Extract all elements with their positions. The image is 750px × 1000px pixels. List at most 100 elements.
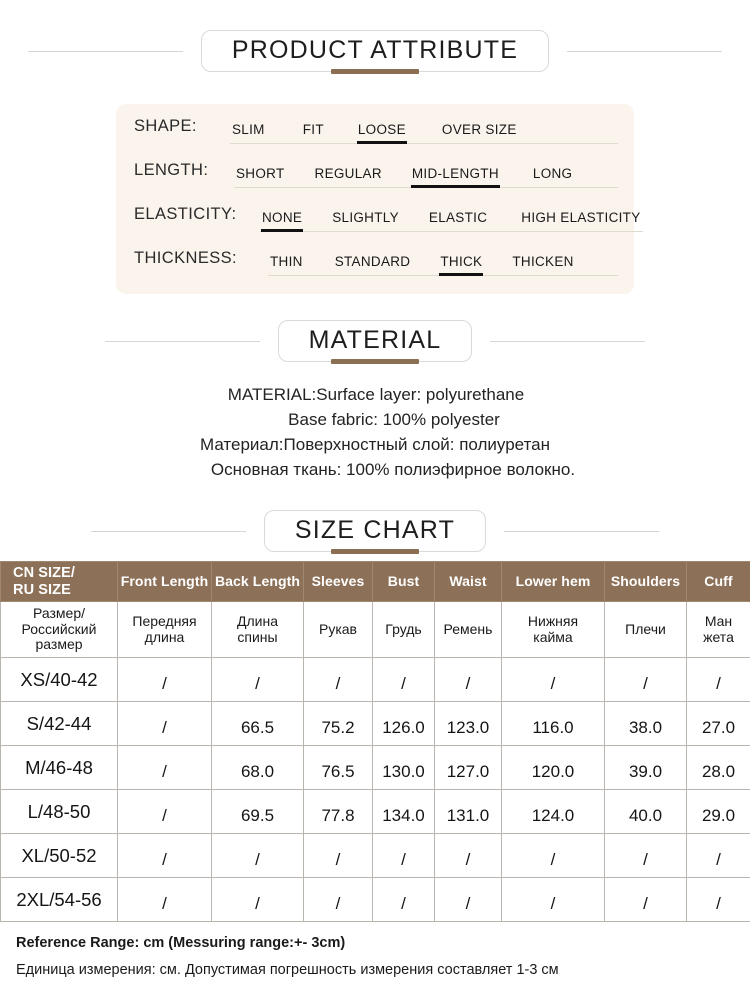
- attribute-options: SLIM FIT LOOSE OVER SIZE: [230, 112, 618, 144]
- table-row: XS/40-42// / / / / / /: [0, 657, 750, 702]
- material-line-ru-1: Материал:Поверхностный слой: полиуретан: [0, 432, 750, 457]
- attribute-row-shape: SHAPE: SLIM FIT LOOSE OVER SIZE: [116, 112, 634, 156]
- attribute-option-selected[interactable]: THICK: [439, 254, 484, 276]
- divider-left: [104, 340, 260, 342]
- table-header-ru-line: Грудь: [385, 620, 422, 637]
- reference-note-en: Reference Range: cm (Messuring range:+- …: [16, 935, 346, 951]
- divider-right: [490, 340, 646, 342]
- attribute-option[interactable]: ELASTIC: [428, 210, 488, 225]
- attribute-option[interactable]: THICKEN: [512, 254, 574, 269]
- table-cell-measurement: 38.0: [604, 701, 687, 746]
- material-value-en-1: Surface layer: polyurethane: [316, 385, 525, 404]
- attribute-option[interactable]: LONG: [532, 166, 573, 181]
- table-header-ru-line: Ремень: [443, 620, 493, 637]
- attribute-option[interactable]: SHORT: [236, 166, 285, 181]
- table-header-ru-4: Грудь: [372, 601, 435, 658]
- table-header-sleeves: Sleeves: [303, 561, 373, 602]
- table-cell-size: S/42-44: [0, 701, 118, 746]
- divider-right: [504, 530, 660, 532]
- table-row: L/48-50/69.5 77.8 134.0 131.0 124.0 40.0 29.0: [0, 789, 750, 834]
- attribute-option[interactable]: SLIGHTLY: [332, 210, 399, 225]
- attribute-options: NONE SLIGHTLY ELASTIC HIGH ELASTICITY: [260, 200, 643, 232]
- table-cell-measurement: /: [501, 877, 605, 922]
- table-cell-measurement: 126.0: [372, 701, 435, 746]
- size-chart-title: SIZE CHART: [294, 515, 456, 544]
- table-header-cn-ru-size: CN SIZE/RU SIZE: [0, 561, 118, 602]
- table-cell-measurement: 120.0: [501, 745, 605, 790]
- product-attribute-title-pill: PRODUCT ATTRIBUTE: [200, 29, 550, 75]
- table-header-ru-line: спины: [237, 628, 278, 645]
- table-header-row-en: CN SIZE/RU SIZE Front Length Back Length Sl…: [0, 561, 750, 602]
- material-line-en-1: MATERIAL:Surface layer: polyurethane: [0, 382, 750, 407]
- table-cell-measurement: /: [501, 657, 605, 702]
- attribute-option[interactable]: THIN: [270, 254, 303, 269]
- divider-left: [90, 530, 246, 532]
- table-cell-size: XL/50-52: [0, 833, 118, 878]
- table-header-ru-6: Нижняя кайма: [501, 601, 605, 658]
- table-header-ru-line: кайма: [533, 628, 573, 645]
- table-header-ru-0: Размер/Российский размер: [0, 601, 118, 658]
- table-cell-measurement: /: [117, 833, 212, 878]
- table-header-ru-8: Ман жета: [686, 601, 750, 658]
- table-header-ru-line: Размер/: [32, 604, 85, 621]
- table-cell-measurement: /: [117, 745, 212, 790]
- attribute-option[interactable]: FIT: [302, 122, 324, 137]
- table-cell-measurement: /: [434, 877, 502, 922]
- material-title-pill: MATERIAL: [277, 319, 473, 365]
- table-cell-measurement: /: [211, 877, 304, 922]
- table-cell-size: XS/40-42: [0, 657, 118, 702]
- accent-bar: [331, 359, 419, 365]
- attribute-option[interactable]: SLIM: [232, 122, 265, 137]
- divider-right: [567, 50, 723, 52]
- attribute-options: THIN STANDARD THICK THICKEN: [268, 244, 618, 276]
- table-cell-measurement: /: [686, 657, 750, 702]
- attribute-option-selected[interactable]: MID-LENGTH: [410, 166, 500, 188]
- table-header-lower-hem: Lower hem: [501, 561, 605, 602]
- table-cell-measurement: 75.2: [303, 701, 373, 746]
- attribute-label: LENGTH:: [134, 161, 209, 179]
- attribute-option[interactable]: HIGH ELASTICITY: [521, 210, 641, 225]
- table-header-ru-line: жета: [703, 628, 734, 645]
- attribute-option-selected[interactable]: LOOSE: [356, 122, 407, 144]
- table-header-ru-5: Ремень: [434, 601, 502, 658]
- table-cell-measurement: /: [117, 701, 212, 746]
- reference-note: Reference Range: cm (Messuring range:+- …: [16, 930, 746, 984]
- material-section-header: MATERIAL: [0, 318, 750, 365]
- table-cell-size: L/48-50: [0, 789, 118, 834]
- table-row: 2XL/54-56// / / / / / /: [0, 877, 750, 922]
- attribute-option[interactable]: OVER SIZE: [441, 122, 517, 137]
- table-cell-measurement: 40.0: [604, 789, 687, 834]
- reference-note-ru: Единица измерения: см. Допустимая погреш…: [16, 962, 559, 978]
- accent-bar: [330, 549, 419, 555]
- table-header-shoulders: Shoulders: [604, 561, 687, 602]
- table-cell-measurement: /: [303, 657, 373, 702]
- attribute-label: THICKNESS:: [134, 249, 238, 267]
- table-row: S/42-44/66.5 75.2 126.0 123.0 116.0 38.0 27.0: [0, 701, 750, 746]
- table-cell-measurement: 27.0: [686, 701, 750, 746]
- table-cell-measurement: /: [117, 657, 212, 702]
- table-header-line-1: CN SIZE/: [13, 565, 76, 582]
- attribute-row-thickness: THICKNESS: THIN STANDARD THICK THICKEN: [116, 244, 634, 288]
- material-label-en: MATERIAL:: [227, 385, 317, 404]
- table-header-ru-line: длина: [144, 628, 185, 645]
- attribute-row-elasticity: ELASTICITY: NONE SLIGHTLY ELASTIC HIGH ELAST…: [116, 200, 643, 244]
- table-header-ru-3: Рукав: [303, 601, 373, 658]
- table-cell-measurement: 28.0: [686, 745, 750, 790]
- attribute-options: SHORT REGULAR MID-LENGTH LONG: [234, 156, 618, 188]
- material-line-ru-2: Основная ткань: 100% полиэфирное волокно…: [0, 457, 750, 482]
- table-header-ru-line: Нижняя: [527, 612, 579, 629]
- table-cell-measurement: /: [372, 833, 435, 878]
- table-cell-measurement: /: [211, 833, 304, 878]
- table-header-ru-line: Ман: [704, 612, 733, 629]
- table-cell-measurement: 130.0: [372, 745, 435, 790]
- table-cell-measurement: 69.5: [211, 789, 304, 834]
- attribute-option[interactable]: STANDARD: [334, 254, 411, 269]
- attribute-option[interactable]: REGULAR: [314, 166, 382, 181]
- table-cell-measurement: /: [604, 833, 687, 878]
- table-cell-measurement: 127.0: [434, 745, 502, 790]
- table-header-ru-line: Российский: [21, 620, 97, 637]
- material-line-en-2: Base fabric: 100% polyester: [0, 407, 750, 432]
- attribute-option-selected[interactable]: NONE: [261, 210, 304, 232]
- table-cell-measurement: /: [303, 877, 373, 922]
- size-chart-table: CN SIZE/RU SIZE Front Length Back Length Sl…: [0, 561, 750, 922]
